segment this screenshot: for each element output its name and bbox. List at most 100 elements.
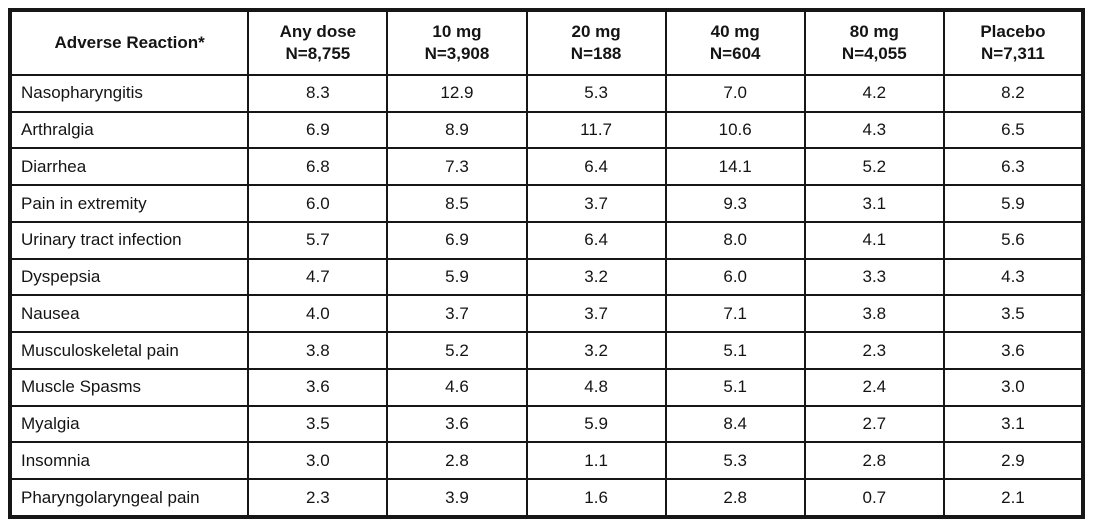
reaction-name-cell: Insomnia	[8, 441, 250, 481]
percentage-value-cell: 8.4	[664, 404, 806, 444]
header-row: Adverse Reaction* Any dose N=8,755 10 mg N=…	[8, 9, 1085, 76]
n-count-label: N=604	[709, 44, 761, 63]
percentage-value-cell: 6.4	[525, 147, 667, 187]
percentage-value-cell: 3.8	[803, 294, 945, 334]
percentage-value-cell: 8.2	[942, 74, 1085, 113]
percentage-value-cell: 6.0	[247, 184, 389, 223]
percentage-value-cell: 6.3	[942, 147, 1085, 187]
percentage-value-cell: 3.7	[525, 294, 667, 334]
percentage-value-cell: 5.2	[386, 331, 528, 370]
reaction-name-cell: Pain in extremity	[8, 184, 250, 223]
percentage-value-cell: 2.4	[803, 367, 945, 407]
percentage-value-cell: 1.1	[525, 441, 667, 481]
percentage-value-cell: 5.3	[664, 441, 806, 481]
percentage-value-cell: 5.6	[942, 220, 1085, 260]
percentage-value-cell: 14.1	[664, 147, 806, 187]
percentage-value-cell: 9.3	[664, 184, 806, 223]
percentage-value-cell: 2.1	[942, 478, 1085, 518]
dose-label: Any dose	[279, 21, 357, 41]
percentage-value-cell: 2.7	[803, 404, 945, 444]
percentage-value-cell: 3.5	[247, 404, 389, 444]
table-row: Musculoskeletal pain 3.8 5.2 3.2 5.1 2.3 3.6	[8, 331, 1085, 370]
table-body: Nasopharyngitis 8.3 12.9 5.3 7.0 4.2 8.2 Arthra…	[8, 74, 1085, 518]
percentage-value-cell: 4.6	[386, 367, 528, 407]
percentage-value-cell: 8.3	[247, 74, 389, 113]
header-dose-column: Any dose N=8,755	[247, 9, 389, 76]
table-row: Insomnia 3.0 2.8 1.1 5.3 2.8 2.9	[8, 441, 1085, 481]
header-dose-column: 40 mg N=604	[664, 9, 806, 76]
header-dose-column: 10 mg N=3,908	[386, 9, 528, 76]
dose-label: 80 mg	[849, 21, 899, 41]
percentage-value-cell: 3.3	[803, 257, 945, 297]
percentage-value-cell: 3.7	[525, 184, 667, 223]
table-row: Dyspepsia 4.7 5.9 3.2 6.0 3.3 4.3	[8, 257, 1085, 297]
n-count-label: N=3,908	[424, 44, 490, 63]
n-count-label: N=188	[570, 44, 622, 63]
percentage-value-cell: 4.7	[247, 257, 389, 297]
percentage-value-cell: 1.6	[525, 478, 667, 518]
percentage-value-cell: 7.3	[386, 147, 528, 187]
percentage-value-cell: 4.0	[247, 294, 389, 334]
reaction-name-cell: Arthralgia	[8, 110, 250, 150]
percentage-value-cell: 3.6	[942, 331, 1085, 370]
percentage-value-cell: 3.6	[386, 404, 528, 444]
dose-label: Placebo	[980, 21, 1046, 41]
reaction-name-cell: Myalgia	[8, 404, 250, 444]
percentage-value-cell: 6.9	[247, 110, 389, 150]
percentage-value-cell: 10.6	[664, 110, 806, 150]
table-row: Pain in extremity 6.0 8.5 3.7 9.3 3.1 5.9	[8, 184, 1085, 223]
dose-label: 20 mg	[571, 21, 621, 41]
percentage-value-cell: 4.3	[803, 110, 945, 150]
dose-label: 10 mg	[432, 21, 482, 41]
percentage-value-cell: 5.2	[803, 147, 945, 187]
percentage-value-cell: 2.8	[664, 478, 806, 518]
percentage-value-cell: 2.3	[803, 331, 945, 370]
percentage-value-cell: 5.7	[247, 220, 389, 260]
n-count-label: N=4,055	[841, 44, 907, 63]
table-row: Diarrhea 6.8 7.3 6.4 14.1 5.2 6.3	[8, 147, 1085, 187]
percentage-value-cell: 4.2	[803, 74, 945, 113]
percentage-value-cell: 8.5	[386, 184, 528, 223]
percentage-value-cell: 2.3	[247, 478, 389, 518]
percentage-value-cell: 3.6	[247, 367, 389, 407]
percentage-value-cell: 2.9	[942, 441, 1085, 481]
percentage-value-cell: 12.9	[386, 74, 528, 113]
percentage-value-cell: 6.8	[247, 147, 389, 187]
header-dose-column: 80 mg N=4,055	[803, 9, 945, 76]
percentage-value-cell: 4.3	[942, 257, 1085, 297]
percentage-value-cell: 8.0	[664, 220, 806, 260]
percentage-value-cell: 0.7	[803, 478, 945, 518]
percentage-value-cell: 2.8	[803, 441, 945, 481]
percentage-value-cell: 5.1	[664, 331, 806, 370]
table-row: Nausea 4.0 3.7 3.7 7.1 3.8 3.5	[8, 294, 1085, 334]
reaction-name-cell: Dyspepsia	[8, 257, 250, 297]
reaction-name-cell: Musculoskeletal pain	[8, 331, 250, 370]
percentage-value-cell: 3.5	[942, 294, 1085, 334]
reaction-name-cell: Urinary tract infection	[8, 220, 250, 260]
percentage-value-cell: 5.9	[386, 257, 528, 297]
table-row: Arthralgia 6.9 8.9 11.7 10.6 4.3 6.5	[8, 110, 1085, 150]
table-row: Muscle Spasms 3.6 4.6 4.8 5.1 2.4 3.0	[8, 367, 1085, 407]
percentage-value-cell: 8.9	[386, 110, 528, 150]
n-count-label: N=7,311	[981, 44, 1045, 63]
percentage-value-cell: 3.2	[525, 257, 667, 297]
percentage-value-cell: 7.1	[664, 294, 806, 334]
percentage-value-cell: 6.4	[525, 220, 667, 260]
adverse-reactions-table: Adverse Reaction* Any dose N=8,755 10 mg N=…	[8, 8, 1085, 519]
reaction-name-cell: Nausea	[8, 294, 250, 334]
percentage-value-cell: 7.0	[664, 74, 806, 113]
percentage-value-cell: 3.8	[247, 331, 389, 370]
percentage-value-cell: 3.9	[386, 478, 528, 518]
percentage-value-cell: 3.7	[386, 294, 528, 334]
header-adverse-reaction: Adverse Reaction*	[8, 9, 250, 76]
table-row: Myalgia 3.5 3.6 5.9 8.4 2.7 3.1	[8, 404, 1085, 444]
table-row: Nasopharyngitis 8.3 12.9 5.3 7.0 4.2 8.2	[8, 74, 1085, 113]
percentage-value-cell: 3.0	[247, 441, 389, 481]
percentage-value-cell: 5.9	[942, 184, 1085, 223]
percentage-value-cell: 3.1	[942, 404, 1085, 444]
reaction-name-cell: Nasopharyngitis	[8, 74, 250, 113]
percentage-value-cell: 4.1	[803, 220, 945, 260]
table-row: Pharyngolaryngeal pain 2.3 3.9 1.6 2.8 0.7 2.1	[8, 478, 1085, 518]
header-dose-column: Placebo N=7,311	[942, 9, 1085, 76]
